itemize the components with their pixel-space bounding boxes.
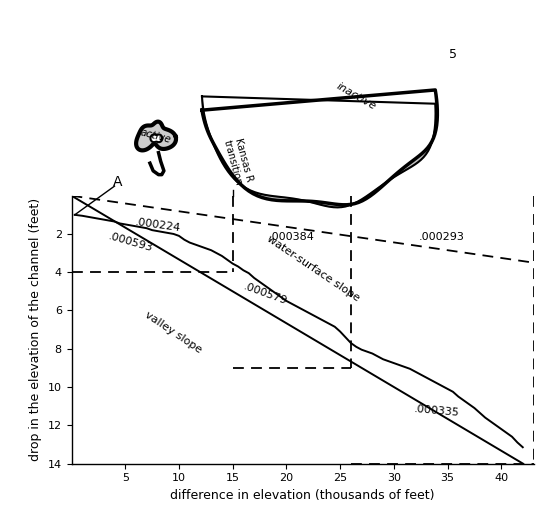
Text: .000224: .000224 [134, 217, 181, 233]
Polygon shape [202, 90, 437, 208]
Text: 5: 5 [449, 48, 457, 61]
Text: .000593: .000593 [107, 231, 154, 253]
Y-axis label: drop in the elevation of the channel (feet): drop in the elevation of the channel (fe… [29, 198, 42, 461]
Text: active: active [139, 128, 172, 145]
Polygon shape [136, 122, 176, 150]
Polygon shape [151, 134, 162, 142]
Text: .000293: .000293 [419, 232, 465, 242]
Text: inactive: inactive [334, 81, 378, 112]
Text: Kansas R
transition: Kansas R transition [222, 136, 255, 186]
X-axis label: difference in elevation (thousands of feet): difference in elevation (thousands of fe… [170, 489, 434, 502]
Text: A: A [113, 175, 123, 190]
Text: .000335: .000335 [414, 404, 460, 418]
Text: valley slope: valley slope [144, 309, 204, 354]
Text: .000384: .000384 [269, 232, 315, 242]
Text: .000579: .000579 [241, 282, 288, 307]
Text: water-surface slope: water-surface slope [265, 233, 361, 303]
